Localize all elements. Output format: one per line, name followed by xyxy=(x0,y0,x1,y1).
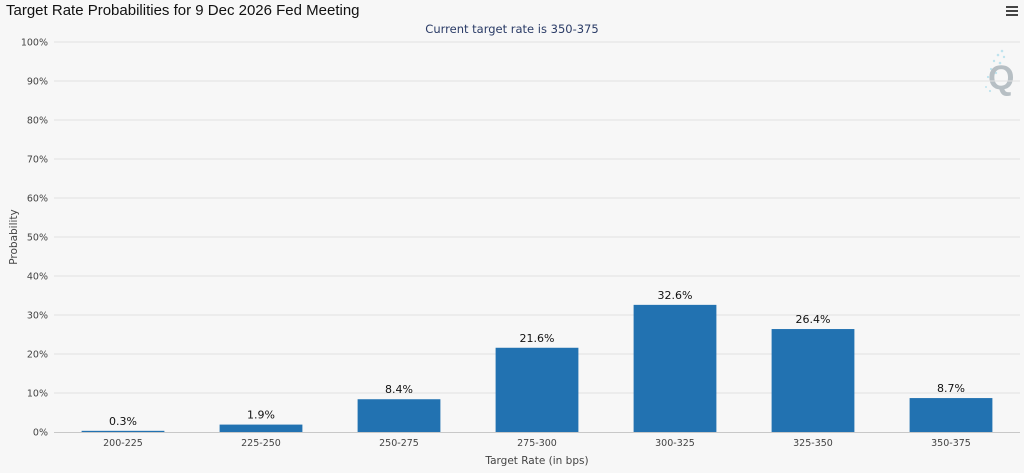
y-tick-label: 90% xyxy=(27,77,48,88)
bar-200-225[interactable] xyxy=(81,430,165,432)
x-tick-label: 350-375 xyxy=(931,438,971,449)
data-label: 0.3% xyxy=(109,415,137,428)
x-tick-label: 250-275 xyxy=(379,438,419,449)
data-label: 1.9% xyxy=(247,409,275,422)
y-tick-label: 100% xyxy=(21,38,48,49)
data-label: 26.4% xyxy=(796,313,831,326)
bar-325-350[interactable] xyxy=(771,329,855,432)
x-tick-label: 300-325 xyxy=(655,438,695,449)
y-tick-label: 70% xyxy=(27,155,48,166)
y-tick-label: 60% xyxy=(27,194,48,205)
x-tick-label: 325-350 xyxy=(793,438,833,449)
bar-300-325[interactable] xyxy=(633,304,717,432)
bar-225-250[interactable] xyxy=(219,424,303,432)
y-tick-label: 80% xyxy=(27,116,48,127)
svg-text:Q: Q xyxy=(988,59,1014,97)
y-tick-label: 30% xyxy=(27,311,48,322)
bars xyxy=(81,304,993,432)
y-tick-label: 10% xyxy=(27,389,48,400)
x-tick-label: 225-250 xyxy=(241,438,281,449)
data-label: 32.6% xyxy=(658,289,693,302)
y-tick-label: 20% xyxy=(27,350,48,361)
quikstrike-logo: Q xyxy=(978,45,1018,97)
data-labels: 0.3% 1.9% 8.4% 21.6% 32.6% 26.4% 8.7% xyxy=(109,289,965,428)
y-axis-ticks: 0% 10% 20% 30% 40% 50% 60% 70% 80% 90% 100% xyxy=(21,38,48,439)
chart-title: Target Rate Probabilities for 9 Dec 2026… xyxy=(6,2,360,19)
data-label: 8.4% xyxy=(385,383,413,396)
y-tick-label: 50% xyxy=(27,233,48,244)
x-tick-label: 275-300 xyxy=(517,438,557,449)
chart-subtitle: Current target rate is 350-375 xyxy=(425,22,599,36)
bar-250-275[interactable] xyxy=(357,399,441,432)
data-label: 8.7% xyxy=(937,382,965,395)
bar-350-375[interactable] xyxy=(909,398,993,432)
y-axis-title: Probability xyxy=(8,209,20,265)
data-label: 21.6% xyxy=(520,332,555,345)
x-tick-label: 200-225 xyxy=(103,438,143,449)
hamburger-menu-icon[interactable] xyxy=(1006,6,1018,18)
y-tick-label: 40% xyxy=(27,272,48,283)
bar-275-300[interactable] xyxy=(495,347,579,432)
y-tick-label: 0% xyxy=(33,428,48,439)
x-axis-ticks: 200-225 225-250 250-275 275-300 300-325 325-3… xyxy=(103,438,971,449)
x-axis-title: Target Rate (in bps) xyxy=(484,455,588,467)
